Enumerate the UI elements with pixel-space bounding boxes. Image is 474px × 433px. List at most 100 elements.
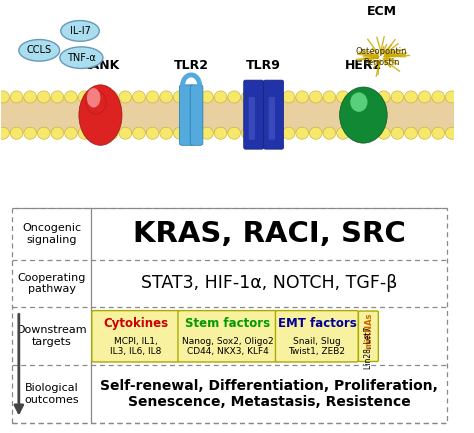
Bar [0, 97, 454, 133]
Circle shape [269, 127, 282, 139]
Circle shape [364, 91, 376, 103]
Circle shape [92, 127, 104, 139]
Circle shape [37, 91, 50, 103]
Circle shape [337, 91, 349, 103]
Circle shape [377, 91, 390, 103]
Circle shape [241, 91, 254, 103]
Text: TNF-α: TNF-α [67, 53, 96, 63]
Circle shape [78, 127, 91, 139]
Text: TLR9: TLR9 [246, 59, 281, 72]
Circle shape [269, 91, 282, 103]
Circle shape [105, 91, 118, 103]
Circle shape [310, 91, 322, 103]
FancyBboxPatch shape [275, 310, 358, 362]
Circle shape [51, 91, 64, 103]
Circle shape [119, 91, 132, 103]
Circle shape [364, 127, 376, 139]
Circle shape [0, 127, 9, 139]
Ellipse shape [87, 88, 100, 107]
FancyBboxPatch shape [249, 97, 255, 140]
Text: Oncogenic
signaling: Oncogenic signaling [22, 223, 81, 245]
Text: Cytokines: Cytokines [103, 317, 168, 330]
Circle shape [255, 127, 268, 139]
Circle shape [296, 91, 309, 103]
Text: Stem factors: Stem factors [185, 317, 270, 330]
FancyBboxPatch shape [358, 311, 378, 362]
Circle shape [432, 91, 445, 103]
Circle shape [214, 127, 227, 139]
Circle shape [377, 127, 390, 139]
Ellipse shape [350, 92, 367, 112]
Ellipse shape [19, 39, 60, 61]
Circle shape [391, 127, 404, 139]
Text: CCLS: CCLS [27, 45, 52, 55]
Circle shape [337, 127, 349, 139]
Circle shape [446, 127, 458, 139]
Circle shape [228, 127, 240, 139]
Circle shape [296, 127, 309, 139]
Text: miRNAs: miRNAs [364, 312, 373, 349]
FancyBboxPatch shape [269, 97, 275, 140]
Text: ECM: ECM [366, 5, 397, 18]
Circle shape [92, 91, 104, 103]
Text: MCPI, IL1,
IL3, IL6, IL8: MCPI, IL1, IL3, IL6, IL8 [110, 336, 161, 356]
Circle shape [146, 91, 159, 103]
Text: KRAS, RACI, SRC: KRAS, RACI, SRC [133, 220, 406, 248]
Circle shape [350, 127, 363, 139]
Ellipse shape [79, 85, 122, 145]
Circle shape [64, 91, 77, 103]
Circle shape [160, 91, 173, 103]
Circle shape [350, 91, 363, 103]
Text: Osteopontin
Periostin: Osteopontin Periostin [356, 47, 407, 67]
Circle shape [282, 91, 295, 103]
Text: STAT3, HIF-1α, NOTCH, TGF-β: STAT3, HIF-1α, NOTCH, TGF-β [141, 275, 398, 292]
Text: IL-I7: IL-I7 [70, 26, 91, 36]
Circle shape [105, 127, 118, 139]
FancyBboxPatch shape [190, 85, 203, 145]
Text: Biological
outcomes: Biological outcomes [24, 383, 79, 405]
Circle shape [323, 127, 336, 139]
Text: TLR2: TLR2 [173, 59, 209, 72]
Text: Nanog, Sox2, Oligo2
CD44, NKX3, KLF4: Nanog, Sox2, Oligo2 CD44, NKX3, KLF4 [182, 336, 273, 356]
Circle shape [64, 127, 77, 139]
Text: RANK: RANK [81, 59, 120, 72]
Circle shape [24, 127, 36, 139]
FancyBboxPatch shape [244, 80, 264, 149]
Circle shape [446, 91, 458, 103]
Circle shape [160, 127, 173, 139]
Circle shape [10, 127, 23, 139]
Ellipse shape [86, 90, 106, 114]
Circle shape [405, 127, 417, 139]
Text: Cooperating
pathway: Cooperating pathway [18, 273, 86, 294]
Ellipse shape [60, 47, 103, 68]
Text: Downstream
targets: Downstream targets [17, 326, 87, 347]
Circle shape [173, 127, 186, 139]
Circle shape [133, 91, 146, 103]
Circle shape [187, 127, 200, 139]
Circle shape [187, 91, 200, 103]
Circle shape [37, 127, 50, 139]
Circle shape [255, 91, 268, 103]
FancyBboxPatch shape [264, 80, 283, 149]
FancyBboxPatch shape [178, 310, 277, 362]
Circle shape [432, 127, 445, 139]
Circle shape [418, 91, 431, 103]
Circle shape [119, 127, 132, 139]
Circle shape [310, 127, 322, 139]
Circle shape [10, 91, 23, 103]
Circle shape [78, 91, 91, 103]
Ellipse shape [359, 96, 377, 117]
FancyBboxPatch shape [179, 85, 194, 145]
Circle shape [241, 127, 254, 139]
Circle shape [201, 127, 213, 139]
Circle shape [214, 91, 227, 103]
Text: Lin28, Let7: Lin28, Let7 [364, 327, 373, 369]
Circle shape [24, 91, 36, 103]
Circle shape [405, 91, 417, 103]
Circle shape [391, 91, 404, 103]
Circle shape [323, 91, 336, 103]
Circle shape [51, 127, 64, 139]
Text: Snail, Slug
Twist1, ZEB2: Snail, Slug Twist1, ZEB2 [288, 336, 346, 356]
Circle shape [173, 91, 186, 103]
Circle shape [0, 91, 9, 103]
